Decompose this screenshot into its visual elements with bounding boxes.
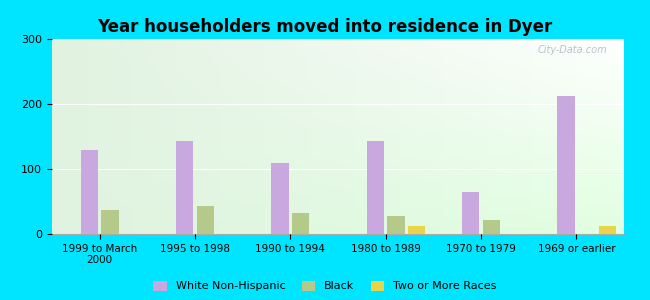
- Text: Year householders moved into residence in Dyer: Year householders moved into residence i…: [98, 18, 552, 36]
- Bar: [367, 141, 384, 234]
- Bar: [292, 213, 309, 234]
- Bar: [599, 226, 616, 234]
- Bar: [81, 149, 98, 234]
- Bar: [483, 220, 500, 234]
- Bar: [558, 96, 575, 234]
- Bar: [387, 217, 404, 234]
- Bar: [197, 206, 214, 234]
- Bar: [176, 141, 193, 234]
- Bar: [272, 163, 289, 234]
- Text: City-Data.com: City-Data.com: [537, 45, 607, 55]
- Bar: [462, 192, 479, 234]
- Bar: [101, 210, 118, 234]
- Bar: [408, 226, 425, 234]
- Legend: White Non-Hispanic, Black, Two or More Races: White Non-Hispanic, Black, Two or More R…: [153, 281, 497, 291]
